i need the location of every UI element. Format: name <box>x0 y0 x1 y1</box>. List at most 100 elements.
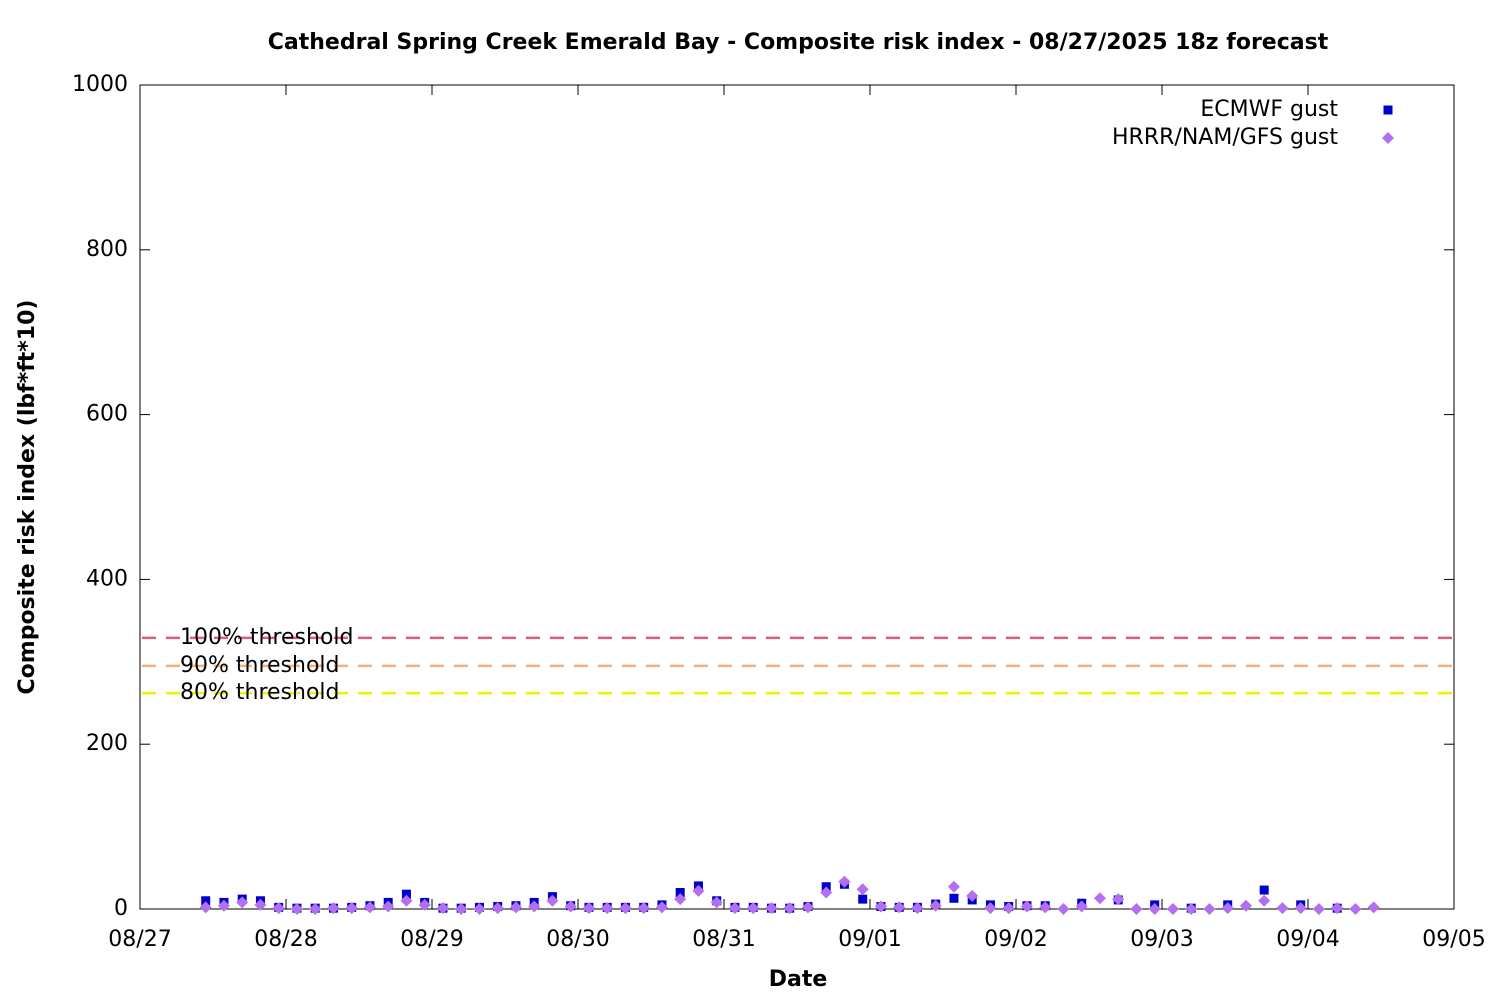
legend-marker <box>1382 132 1394 144</box>
data-point <box>491 902 504 915</box>
threshold-label: 80% threshold <box>180 680 340 705</box>
data-point <box>1185 903 1198 915</box>
data-point <box>254 898 267 911</box>
data-point <box>619 902 632 915</box>
data-point <box>509 901 522 914</box>
data-point <box>199 901 212 914</box>
threshold-label: 100% threshold <box>180 625 354 650</box>
data-point <box>1020 900 1033 913</box>
data-point <box>582 902 595 915</box>
data-point <box>1130 903 1143 915</box>
x-tick-label: 09/03 <box>1130 927 1193 952</box>
data-point <box>1002 902 1015 915</box>
data-point <box>1312 903 1325 915</box>
legend-label: ECMWF gust <box>1200 97 1338 122</box>
data-point <box>201 896 211 906</box>
y-tick-label: 800 <box>86 237 128 262</box>
y-tick-label: 200 <box>86 731 128 756</box>
y-tick-label: 600 <box>86 402 128 427</box>
x-tick-label: 09/05 <box>1422 927 1485 952</box>
data-point <box>401 889 411 899</box>
x-tick-label: 09/02 <box>984 927 1047 952</box>
data-point <box>1331 902 1344 915</box>
y-tick-label: 1000 <box>72 72 128 97</box>
legend-marker <box>1383 105 1393 115</box>
x-tick-label: 08/30 <box>546 927 609 952</box>
data-point <box>1112 893 1125 906</box>
data-point <box>675 888 685 898</box>
x-tick-label: 09/04 <box>1276 927 1339 952</box>
data-point <box>655 901 668 914</box>
data-point <box>546 894 559 907</box>
x-tick-label: 08/28 <box>254 927 317 952</box>
data-point <box>1221 902 1234 915</box>
data-point <box>838 875 851 888</box>
data-point <box>893 901 906 914</box>
data-point <box>911 902 924 915</box>
data-point <box>858 894 868 904</box>
data-point <box>1039 901 1052 914</box>
data-point <box>327 902 340 915</box>
plot-frame <box>139 84 1455 910</box>
data-point <box>637 902 650 915</box>
y-tick-label: 400 <box>86 566 128 591</box>
data-point <box>363 901 376 914</box>
x-tick-label: 09/01 <box>838 927 901 952</box>
data-point <box>272 902 285 915</box>
data-point <box>564 900 577 913</box>
data-point <box>418 898 431 911</box>
data-point <box>856 883 869 896</box>
data-point <box>728 902 741 915</box>
data-point <box>674 893 687 906</box>
data-point <box>820 886 833 899</box>
y-axis-title: Composite risk index (lbf*ft*10) <box>15 300 40 695</box>
data-point <box>455 903 468 915</box>
data-point <box>929 899 942 912</box>
data-point <box>984 902 997 915</box>
data-point <box>528 900 541 913</box>
data-point <box>382 900 395 913</box>
data-point <box>1203 903 1216 915</box>
threshold-label: 90% threshold <box>180 653 340 678</box>
data-point <box>710 896 723 909</box>
data-point <box>400 894 413 907</box>
data-point <box>874 900 887 913</box>
legend-label: HRRR/NAM/GFS gust <box>1112 125 1338 150</box>
chart-title: Cathedral Spring Creek Emerald Bay - Com… <box>268 30 1329 55</box>
data-point <box>1148 903 1161 915</box>
data-point <box>1367 901 1380 914</box>
data-point <box>1258 894 1271 907</box>
data-point <box>345 902 358 915</box>
data-point <box>801 901 814 914</box>
data-point <box>747 902 760 915</box>
data-point <box>601 902 614 915</box>
x-tick-label: 08/27 <box>108 927 171 952</box>
data-point <box>947 880 960 893</box>
data-point <box>1276 902 1289 915</box>
x-axis-title: Date <box>769 967 828 992</box>
data-point <box>966 889 979 902</box>
data-point <box>1349 903 1362 915</box>
data-point <box>309 903 322 915</box>
data-point <box>1075 900 1088 913</box>
data-point <box>473 903 486 915</box>
data-point <box>1259 885 1269 895</box>
data-point <box>1166 903 1179 915</box>
data-point <box>1093 892 1106 905</box>
x-tick-label: 08/31 <box>692 927 755 952</box>
x-tick-label: 08/29 <box>400 927 463 952</box>
data-point <box>436 902 449 915</box>
data-point <box>290 903 303 915</box>
data-point <box>1294 902 1307 915</box>
data-point <box>692 884 705 897</box>
data-point <box>236 896 249 909</box>
y-tick-label: 0 <box>114 896 128 921</box>
data-point <box>765 902 778 915</box>
data-point <box>217 899 230 912</box>
data-point <box>1057 903 1070 915</box>
data-point <box>949 893 959 903</box>
data-point <box>783 902 796 915</box>
data-point <box>1239 899 1252 912</box>
